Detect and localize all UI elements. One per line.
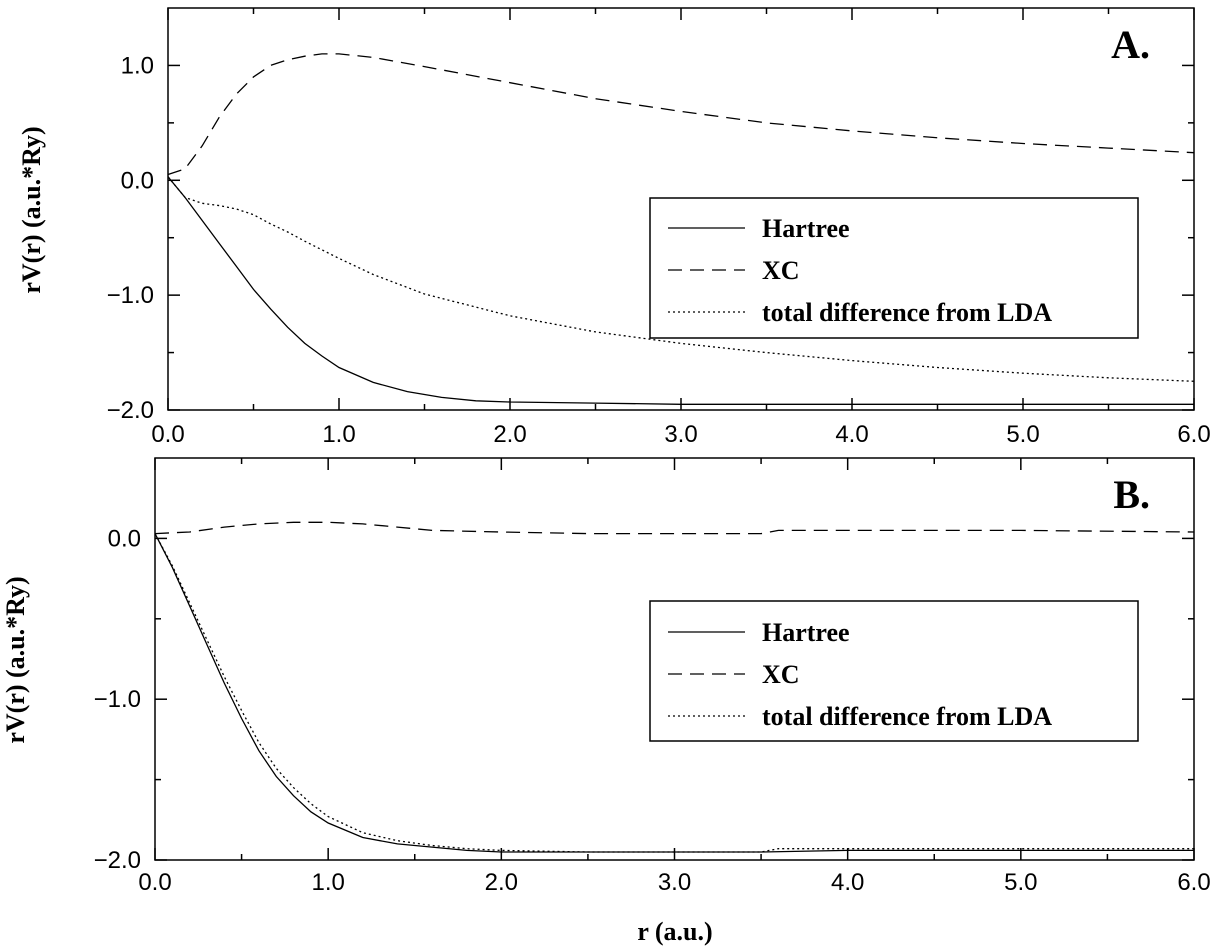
legend-b-hartree-label: Hartree [762,618,850,647]
panel-a-y-tick-label: 1.0 [121,52,154,79]
panel-a-y-tick-label: −1.0 [107,282,154,309]
panel-a-frame [167,7,1195,411]
panel-b-x-tick-label: 2.0 [485,869,518,896]
panel-b-curves [154,521,1195,853]
panel-b-label: B. [1113,472,1150,517]
panel-a-ticks: 0.0 1.0 2.0 3.0 4.0 5.0 6.0 −2.0 −1.0 0.0 1.0 [107,8,1211,448]
panel-a-x-tick-label: 4.0 [835,421,868,448]
panel-a-x-tick-label: 1.0 [322,421,355,448]
panel-b-y-tick-label: −1.0 [94,686,141,713]
panel-b: 0.0 1.0 2.0 3.0 4.0 5.0 6.0 −2.0 −1.0 0.0 B. rV(r… [1,457,1211,946]
panel-a-series-dotted-line [167,176,1195,382]
panel-b-x-tick-label: 0.0 [138,869,171,896]
panel-b-y-tick-label: −2.0 [94,847,141,874]
panel-b-x-axis-title: r (a.u.) [637,917,712,946]
legend-a-hartree-label: Hartree [762,214,850,243]
panel-a: 0.0 1.0 2.0 3.0 4.0 5.0 6.0 −2.0 −1.0 0.0 1.0 A. r… [17,7,1211,448]
panel-a-curves [167,53,1195,405]
legend-a-total-label: total difference from LDA [762,298,1052,327]
panel-b-y-axis-title: rV(r) (a.u.*Ry) [1,576,30,743]
panel-a-label: A. [1111,22,1150,67]
panel-a-x-tick-label: 5.0 [1006,421,1039,448]
panel-b-x-tick-label: 1.0 [311,869,344,896]
panel-a-x-tick-label: 6.0 [1177,421,1210,448]
panel-a-x-tick-label: 0.0 [151,421,184,448]
panel-b-series-dotted-line [154,533,1194,853]
panel-b-x-tick-label: 6.0 [1177,869,1210,896]
panel-b-y-tick-label: 0.0 [108,525,141,552]
panel-b-x-tick-label: 4.0 [831,869,864,896]
panel-b-x-tick-label: 3.0 [658,869,691,896]
panel-a-y-tick-label: 0.0 [121,167,154,194]
panel-b-series-solid-line [154,533,1194,853]
panel-b-frame [154,457,1195,861]
legend-a-xc-label: XC [762,256,800,285]
legend-b-total-label: total difference from LDA [762,702,1052,731]
panel-b-legend-box [649,600,1139,742]
panel-b-series-dashed-line [154,521,1195,535]
panel-a-legend-box [649,197,1139,339]
panel-a-series-solid-line [167,176,1194,405]
panel-b-x-tick-label: 5.0 [1004,869,1037,896]
panel-a-x-tick-label: 2.0 [493,421,526,448]
panel-a-series-dashed-line [167,53,1195,176]
panel-a-x-tick-label: 3.0 [664,421,697,448]
panel-b-legend: Hartree XC total difference from LDA [649,600,1139,742]
panel-b-ticks: 0.0 1.0 2.0 3.0 4.0 5.0 6.0 −2.0 −1.0 0.0 [94,458,1211,896]
panel-a-y-axis-title: rV(r) (a.u.*Ry) [17,126,46,293]
panel-a-y-tick-label: −2.0 [107,397,154,424]
panel-a-legend: Hartree XC total difference from LDA [649,197,1139,339]
legend-b-xc-label: XC [762,660,800,689]
